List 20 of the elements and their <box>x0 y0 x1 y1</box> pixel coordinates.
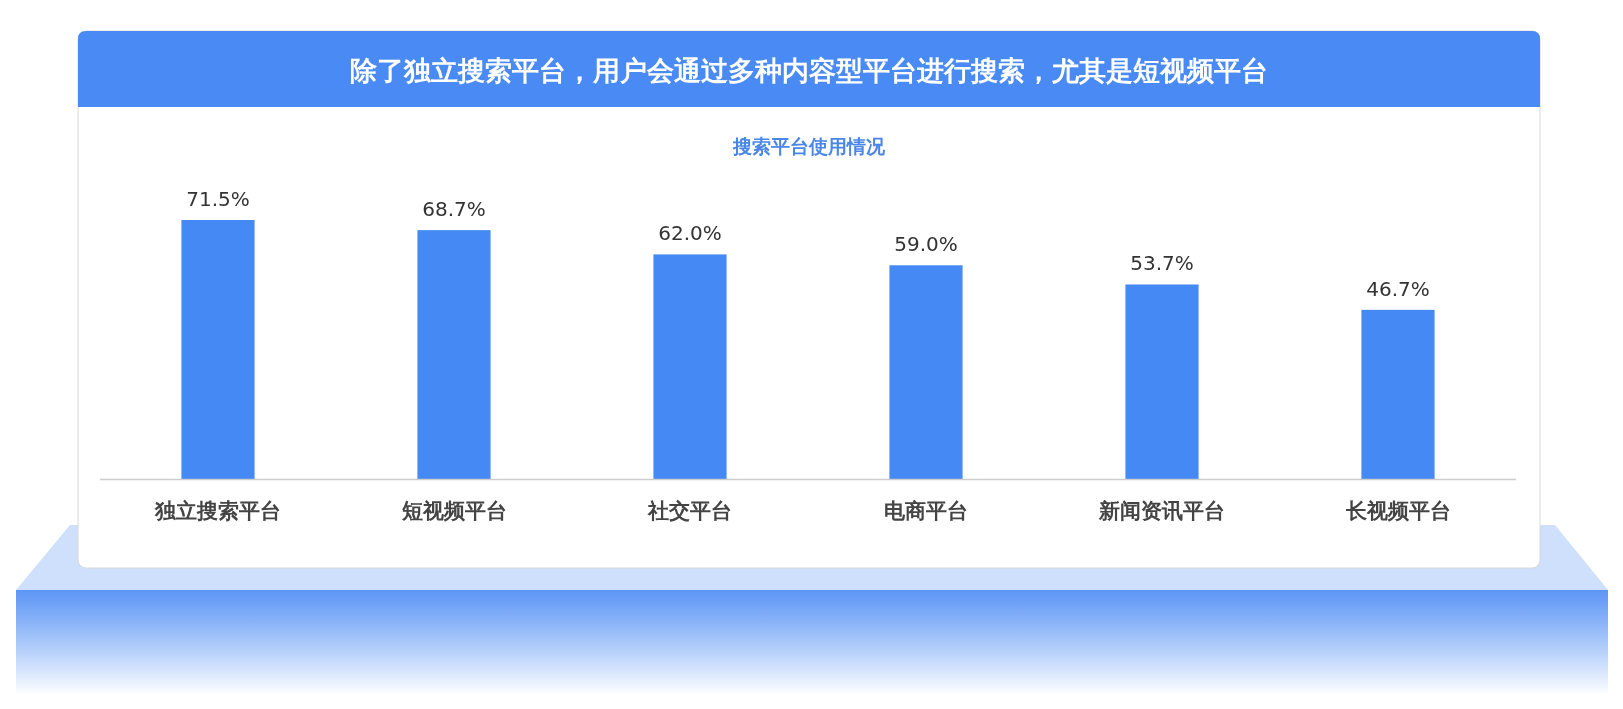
data-label: 53.7% <box>1130 251 1194 276</box>
data-label: 62.0% <box>658 221 722 246</box>
x-tick-label: 电商平台 <box>884 499 968 523</box>
chart-title: 除了独立搜索平台，用户会通过多种内容型平台进行搜索，尤其是短视频平台 <box>350 55 1268 86</box>
x-tick-label: 社交平台 <box>647 499 732 523</box>
bar <box>889 265 963 479</box>
bar <box>417 230 491 479</box>
x-tick-label: 新闻资讯平台 <box>1098 499 1225 523</box>
data-label: 68.7% <box>422 197 486 222</box>
data-label: 46.7% <box>1366 276 1430 301</box>
bar <box>1361 309 1435 479</box>
x-tick-label: 长视频平台 <box>1344 499 1451 523</box>
bar <box>653 254 727 479</box>
bar <box>181 220 255 479</box>
data-label: 71.5% <box>186 187 250 211</box>
x-tick-label: 短视频平台 <box>400 499 507 523</box>
chart-subtitle: 搜索平台使用情况 <box>732 135 886 157</box>
bar <box>1125 284 1199 479</box>
x-tick-label: 独立搜索平台 <box>154 499 281 523</box>
data-label: 59.0% <box>894 232 958 257</box>
